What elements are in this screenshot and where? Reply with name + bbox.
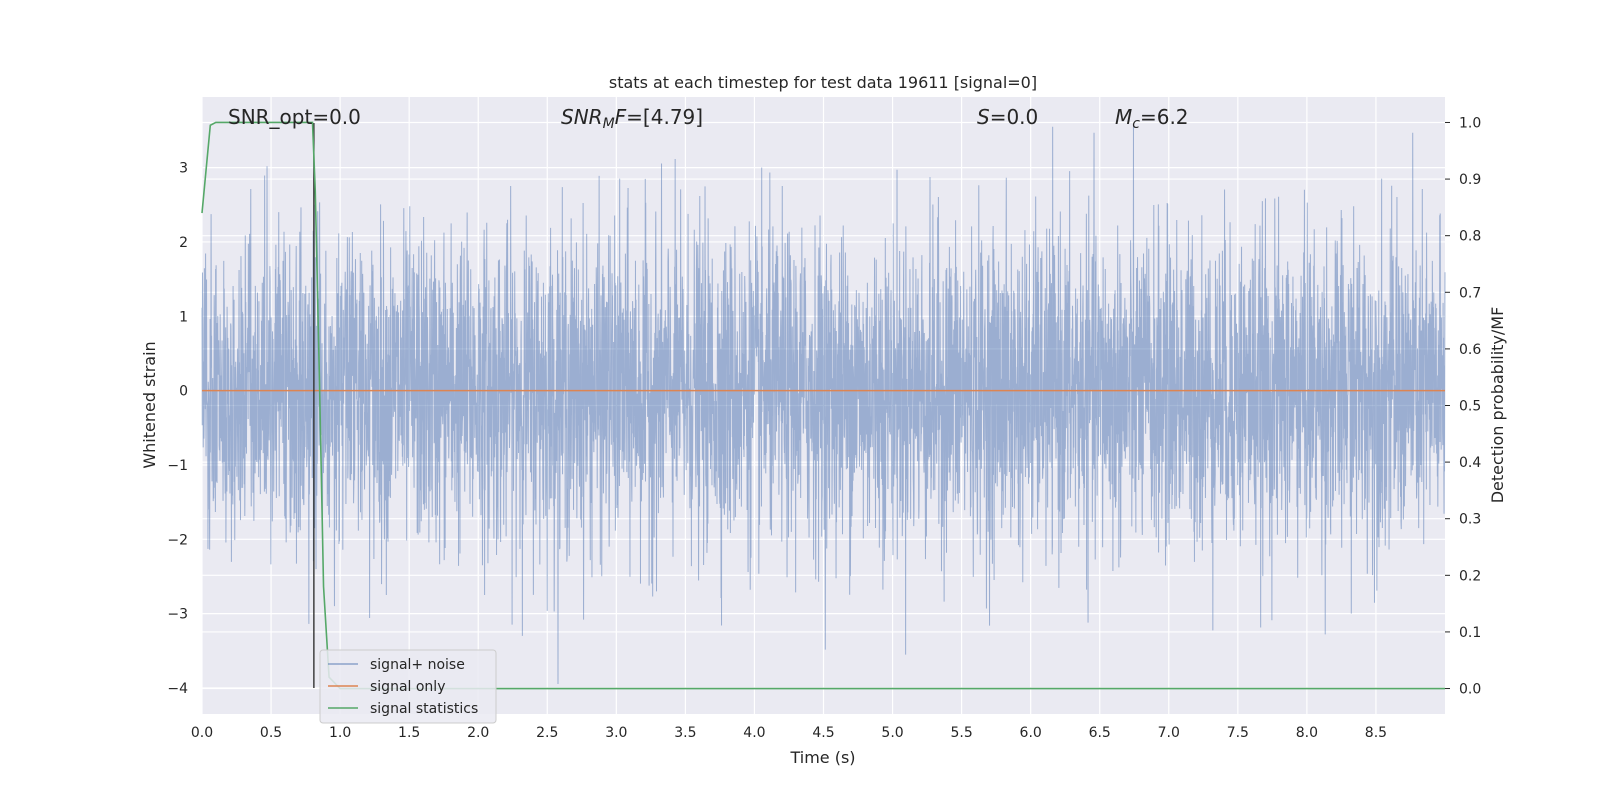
y-tick-label: 1 (179, 309, 188, 325)
signal-noise-line (201, 126, 1446, 685)
lines (201, 121, 1445, 690)
y-tick-label: −3 (167, 607, 188, 623)
x-tick-label: 4.0 (743, 725, 765, 741)
y-axis-ticks: 3 2 1 0 −1 −2 −3 −4 (167, 161, 188, 697)
x-axis-label: Time (s) (789, 748, 855, 767)
y-tick-label: 3 (179, 161, 188, 177)
y2-tick-label: 0.4 (1459, 455, 1481, 471)
annotation-s: S=0.0 (977, 105, 1038, 129)
y-tick-label: −4 (167, 681, 188, 697)
x-tick-label: 6.5 (1089, 725, 1111, 741)
y-tick-label: −2 (167, 532, 188, 548)
signal-noise-series (201, 126, 1446, 685)
y2-tick-label: 0.7 (1459, 285, 1481, 301)
y2-tick-label: 0.2 (1459, 568, 1481, 584)
y2-axis-ticks: 1.0 0.9 0.8 0.7 0.6 0.5 0.4 0.3 0.2 0.1 0.0 (1445, 115, 1481, 698)
x-tick-label: 8.5 (1365, 725, 1387, 741)
x-tick-label: 7.0 (1158, 725, 1180, 741)
y-tick-label: −1 (167, 458, 188, 474)
y2-tick-label: 0.8 (1459, 229, 1481, 245)
y2-tick-label: 0.1 (1459, 625, 1481, 641)
x-tick-label: 1.5 (398, 725, 420, 741)
x-axis-ticks: 0.0 0.5 1.0 1.5 2.0 2.5 3.0 3.5 4.0 4.5 5.0 5.5 6.0 6… (191, 725, 1387, 741)
x-tick-label: 3.5 (674, 725, 696, 741)
x-tick-label: 7.5 (1227, 725, 1249, 741)
chart-title: stats at each timestep for test data 196… (609, 73, 1037, 92)
y-axis-label: Whitened strain (140, 341, 159, 468)
legend-label-signal-noise: signal+ noise (370, 657, 465, 673)
y2-tick-label: 0.3 (1459, 512, 1481, 528)
signal-statistics-line (201, 121, 1445, 690)
x-tick-label: 3.0 (605, 725, 627, 741)
legend: signal+ noise signal only signal statist… (319, 649, 497, 724)
y2-axis-label: Detection probability/MF (1488, 307, 1507, 504)
y2-tick-label: 0.6 (1459, 342, 1481, 358)
y2-tick-label: 0.0 (1459, 682, 1481, 698)
x-tick-label: 0.0 (191, 725, 213, 741)
x-tick-label: 8.0 (1296, 725, 1318, 741)
x-tick-label: 0.5 (260, 725, 282, 741)
legend-label-signal-statistics: signal statistics (370, 701, 478, 717)
y2-tick-label: 1.0 (1459, 115, 1481, 131)
x-tick-label: 2.5 (536, 725, 558, 741)
legend-label-signal-only: signal only (370, 679, 445, 695)
y-tick-label: 0 (179, 384, 188, 400)
annotation-snr-opt: SNR_opt=0.0 (228, 105, 361, 129)
x-tick-label: 5.0 (881, 725, 903, 741)
legend-box (319, 649, 497, 724)
y-tick-label: 2 (179, 235, 188, 251)
x-tick-label: 5.5 (950, 725, 972, 741)
x-tick-label: 4.5 (812, 725, 834, 741)
x-tick-label: 1.0 (329, 725, 351, 741)
y2-tick-label: 0.9 (1459, 172, 1481, 188)
x-tick-label: 6.0 (1020, 725, 1042, 741)
annotation-mc: Mc=6.2 (1115, 105, 1189, 132)
x-tick-label: 2.0 (467, 725, 489, 741)
y2-tick-label: 0.5 (1459, 399, 1481, 415)
annotation-snr-mf: SNRMF=[4.79] (561, 105, 703, 132)
